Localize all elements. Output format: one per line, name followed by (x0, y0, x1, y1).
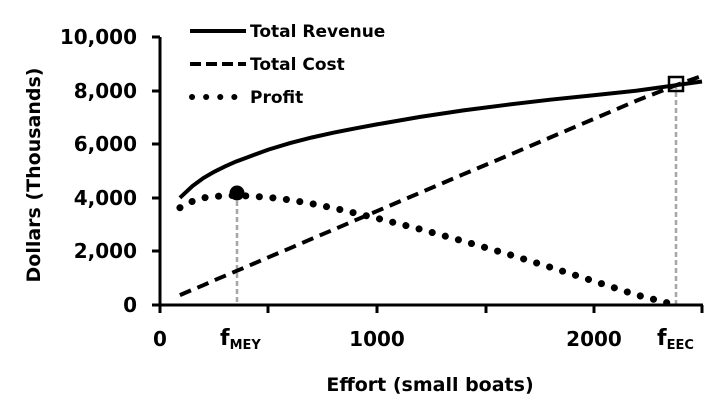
y-tick-label-4000: 4,000 (74, 186, 137, 210)
y-tick-label-10000: 10,000 (60, 25, 137, 49)
f-eec-label: fEEC (657, 326, 694, 353)
f-mey-label: fMEY (220, 326, 261, 353)
legend: Total Revenue Total Cost Profit (189, 22, 385, 108)
x-ticks (266, 305, 704, 313)
y-tick-label-2000: 2,000 (74, 239, 137, 263)
y-axis-title: Dollars (Thousands) (23, 68, 45, 283)
x-tick-label-1000: 1000 (349, 327, 405, 351)
y-tick-label-8000: 8,000 (74, 79, 137, 103)
x-axis-title: Effort (small boats) (326, 374, 533, 396)
legend-label-total-cost: Total Cost (250, 55, 345, 75)
mey-marker-circle (229, 185, 245, 201)
y-ticks (152, 35, 160, 253)
x-tick-label-0: 0 (153, 327, 167, 351)
x-tick-label-2000: 2000 (566, 327, 622, 351)
eec-marker-square (667, 75, 685, 93)
y-tick-label-6000: 6,000 (74, 132, 137, 156)
profit-line (176, 191, 680, 309)
total-cost-line (179, 74, 703, 297)
total-revenue-line (178, 79, 703, 200)
legend-label-total-revenue: Total Revenue (250, 22, 385, 42)
y-tick-label-0: 0 (123, 293, 137, 317)
legend-label-profit: Profit (250, 88, 303, 108)
